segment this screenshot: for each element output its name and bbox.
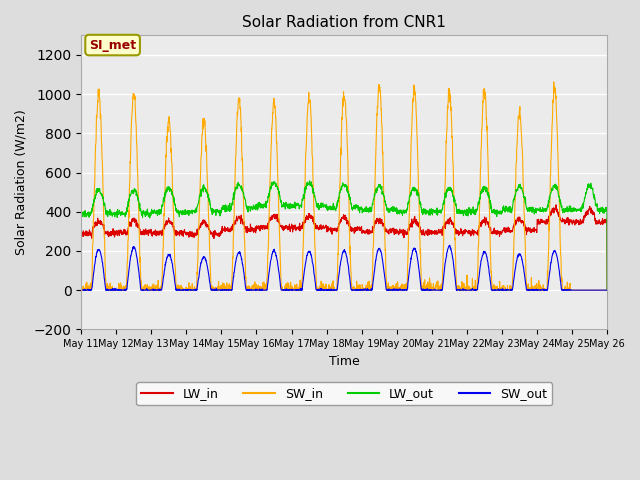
LW_out: [572, 206, 579, 212]
SW_in: [77, 281, 85, 287]
SW_in: [572, 287, 580, 293]
LW_out: [371, 193, 378, 199]
SW_out: [371, 268, 378, 274]
SW_in: [557, 258, 565, 264]
SW_in: [497, 287, 505, 293]
Y-axis label: Solar Radiation (W/m2): Solar Radiation (W/m2): [15, 109, 28, 255]
X-axis label: Time: Time: [329, 355, 360, 368]
SW_out: [446, 242, 454, 248]
SW_out: [77, 287, 85, 293]
SW_in: [550, 79, 557, 85]
SW_out: [572, 287, 579, 293]
Text: SI_met: SI_met: [89, 38, 136, 51]
LW_out: [360, 206, 367, 212]
LW_out: [604, 287, 611, 293]
LW_in: [359, 229, 367, 235]
SW_out: [557, 281, 564, 287]
LW_out: [497, 208, 505, 214]
Legend: LW_in, SW_in, LW_out, SW_out: LW_in, SW_in, LW_out, SW_out: [136, 383, 552, 406]
SW_in: [224, 287, 232, 293]
LW_in: [572, 217, 579, 223]
SW_out: [497, 287, 505, 293]
Line: SW_in: SW_in: [81, 82, 607, 290]
SW_in: [77, 287, 85, 293]
LW_out: [305, 178, 313, 184]
LW_out: [224, 206, 232, 212]
SW_out: [359, 287, 367, 292]
LW_in: [224, 225, 232, 230]
SW_in: [360, 287, 367, 293]
LW_in: [77, 229, 85, 235]
Line: LW_in: LW_in: [81, 205, 607, 290]
LW_in: [552, 202, 560, 208]
SW_in: [604, 287, 611, 293]
SW_out: [604, 287, 611, 293]
SW_out: [224, 287, 232, 293]
LW_in: [604, 287, 611, 293]
LW_out: [557, 199, 564, 205]
Title: Solar Radiation from CNR1: Solar Radiation from CNR1: [242, 15, 446, 30]
SW_in: [371, 190, 378, 195]
LW_in: [557, 217, 564, 223]
Line: LW_out: LW_out: [81, 181, 607, 290]
LW_in: [371, 223, 378, 229]
LW_out: [77, 210, 85, 216]
Line: SW_out: SW_out: [81, 245, 607, 290]
LW_in: [497, 229, 504, 235]
